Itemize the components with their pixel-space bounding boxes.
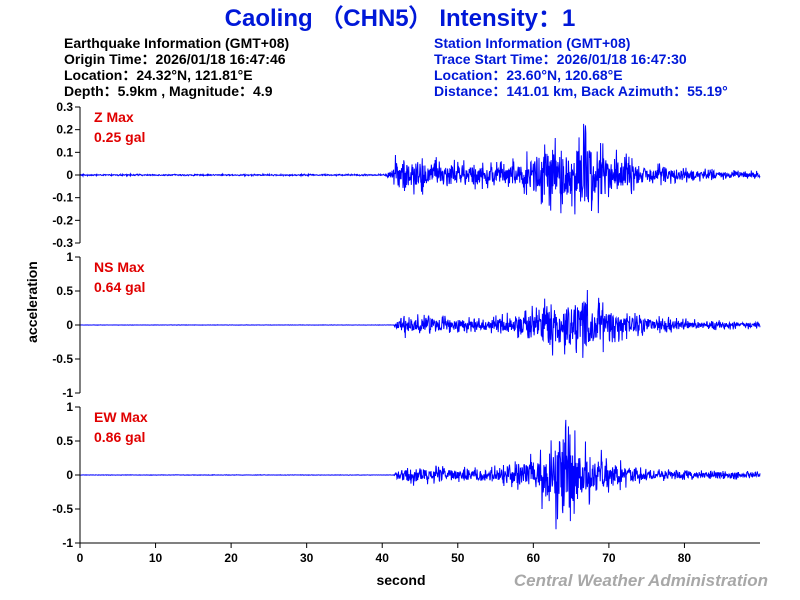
y-tick-label: 0 [66,318,73,332]
x-tick-label: 20 [224,551,238,565]
y-tick-label: -0.2 [52,213,73,227]
max-label-z: Z Max [94,109,134,125]
max-label-ew: EW Max [94,409,148,425]
waveform-ns [79,289,761,358]
y-tick-label: -0.5 [52,502,73,516]
depth-magnitude: Depth：5.9km , Magnitude：4.9 [64,83,273,99]
x-tick-label: 0 [77,551,84,565]
y-tick-label: -0.5 [52,352,73,366]
y-tick-label: -0.3 [52,236,73,250]
x-tick-label: 60 [527,551,541,565]
y-tick-label: 0.5 [56,284,73,298]
x-axis: 0 10 20 30 40 50 60 70 80 [77,542,760,565]
waveform-z [79,123,761,215]
y-tick-label: 0.2 [56,123,73,137]
x-tick-label: 50 [451,551,465,565]
y-tick-label: 0 [66,168,73,182]
max-value-ew: 0.86 gal [94,429,145,445]
max-label-ns: NS Max [94,259,145,275]
trace-panels: 0.3 0.2 0.1 0 -0.1 -0.2 -0.3 Z Max 0.25 gal 1 0.5 0… [52,100,761,565]
chart-title: Caoling （CHN5） Intensity：1 [225,5,576,32]
y-tick-label: 1 [66,400,73,414]
x-tick-label: 10 [149,551,163,565]
station-info-heading: Station Information (GMT+08) [434,35,630,51]
panel-ew: 1 0.5 0 -0.5 -1 EW Max 0.86 gal [52,400,761,550]
y-tick-label: 0.3 [56,100,73,114]
y-tick-label: -1 [62,386,73,400]
y-tick-label: -1 [62,536,73,550]
max-value-z: 0.25 gal [94,129,145,145]
panel-ns: 1 0.5 0 -0.5 -1 NS Max 0.64 gal [52,250,761,400]
max-value-ns: 0.64 gal [94,279,145,295]
panel-z: 0.3 0.2 0.1 0 -0.1 -0.2 -0.3 Z Max 0.25 gal [52,100,761,250]
y-tick-label: 0.1 [56,145,73,159]
x-tick-label: 30 [300,551,314,565]
y-axis-label: acceleration [24,261,40,343]
origin-time: Origin Time：2026/01/18 16:47:46 [64,51,286,67]
y-tick-label: 0.5 [56,434,73,448]
x-tick-label: 40 [376,551,390,565]
x-tick-label: 70 [602,551,616,565]
station-distance: Distance：141.01 km, Back Azimuth：55.19° [434,83,728,99]
x-axis-label: second [376,572,425,588]
y-tick-label: -0.1 [52,191,73,205]
station-location: Location：23.60°N, 120.68°E [434,67,623,83]
x-tick-label: 80 [678,551,692,565]
earthquake-info-heading: Earthquake Information (GMT+08) [64,35,289,51]
credit-label: Central Weather Administration [514,571,768,590]
trace-start-time: Trace Start Time：2026/01/18 16:47:30 [434,51,687,67]
y-tick-label: 1 [66,250,73,264]
waveform-ew [79,419,761,530]
y-tick-label: 0 [66,468,73,482]
epicenter-location: Location：24.32°N, 121.81°E [64,67,253,83]
